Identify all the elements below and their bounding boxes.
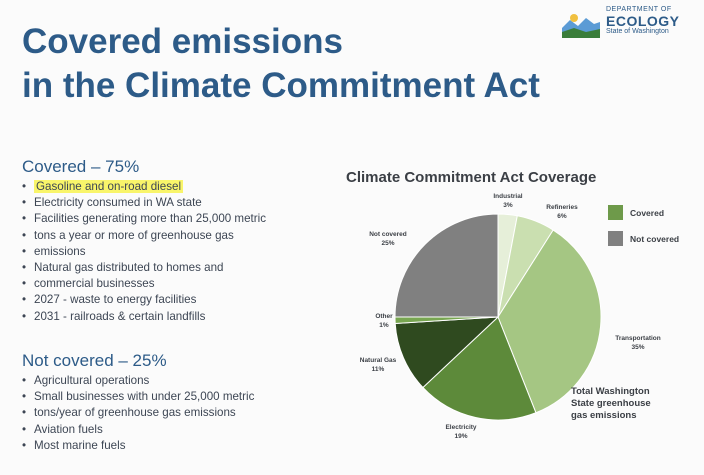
slice-label-refineries: Refineries [546, 204, 578, 211]
chart-title: Climate Commitment Act Coverage [346, 169, 597, 186]
slide-title: Covered emissions in the Climate Commitm… [22, 20, 540, 108]
slice-label-electricity: Electricity [445, 424, 476, 431]
list-item: emissions [22, 244, 332, 260]
list-item: Agricultural operations [22, 373, 332, 389]
covered-section: Covered – 75% Gasoline and on-road diese… [22, 157, 332, 325]
pie-slice-natural-gas [394, 316, 500, 389]
list-item: Electricity consumed in WA state [22, 195, 332, 211]
slice-value-industrial: 3% [503, 202, 513, 209]
pie-slice-transportation [497, 229, 602, 414]
ecology-logo-icon [562, 14, 600, 38]
slice-value-natural-gas: 11% [372, 366, 385, 373]
caption-line-1: Total Washington [571, 386, 650, 397]
legend-label-not-covered: Not covered [630, 234, 679, 244]
covered-heading: Covered – 75% [22, 157, 140, 176]
slice-value-transportation: 35% [631, 344, 644, 351]
list-item: 2027 - waste to energy facilities [22, 292, 332, 308]
list-item: Small businesses with under 25,000 metri… [22, 389, 332, 405]
slice-label-natural-gas: Natural Gas [360, 357, 397, 364]
slice-value-not-covered: 25% [381, 240, 394, 247]
legend-swatch-not-covered [608, 231, 623, 246]
pie-slice-electricity [422, 316, 537, 421]
legend-swatch-covered [608, 205, 623, 220]
caption-line-3: gas emissions [571, 410, 637, 421]
logo-line-1: DEPARTMENT OF [606, 6, 672, 13]
slice-value-other: 1% [379, 322, 389, 329]
list-item: Facilities generating more than 25,000 m… [22, 211, 332, 227]
slice-value-electricity: 19% [454, 433, 467, 440]
list-item: commercial businesses [22, 276, 332, 292]
chart-caption: Total Washington State greenhouse gas em… [571, 386, 651, 422]
slice-label-industrial: Industrial [493, 193, 522, 200]
list-item: 2031 - railroads & certain landfills [22, 309, 332, 325]
covered-list: Gasoline and on-road diesel Electricity … [22, 179, 332, 325]
pie-slice-not-covered [394, 213, 499, 318]
slice-value-refineries: 6% [557, 213, 567, 220]
caption-line-2: State greenhouse [571, 398, 651, 409]
list-item: Gasoline and on-road diesel [22, 179, 332, 195]
logo-line-3: State of Washington [606, 28, 669, 35]
not-covered-heading: Not covered – 25% [22, 351, 167, 370]
slice-label-not-covered: Not covered [369, 231, 407, 238]
list-item: Most marine fuels [22, 438, 332, 454]
logo-text: DEPARTMENT OF ECOLOGY State of Washingto… [606, 6, 680, 36]
not-covered-list: Agricultural operations Small businesses… [22, 373, 332, 454]
list-item: Natural gas distributed to homes and [22, 260, 332, 276]
list-item: Aviation fuels [22, 422, 332, 438]
not-covered-section: Not covered – 25% Agricultural operation… [22, 351, 332, 454]
slice-label-transportation: Transportation [615, 335, 661, 342]
legend-label-covered: Covered [630, 208, 664, 218]
slice-label-other: Other [375, 313, 393, 320]
title-line-2: in the Climate Commitment Act [22, 66, 540, 105]
title-line-1: Covered emissions [22, 22, 343, 61]
logo-line-2: ECOLOGY [606, 13, 680, 29]
list-item: tons a year or more of greenhouse gas [22, 228, 332, 244]
list-item: tons/year of greenhouse gas emissions [22, 405, 332, 421]
